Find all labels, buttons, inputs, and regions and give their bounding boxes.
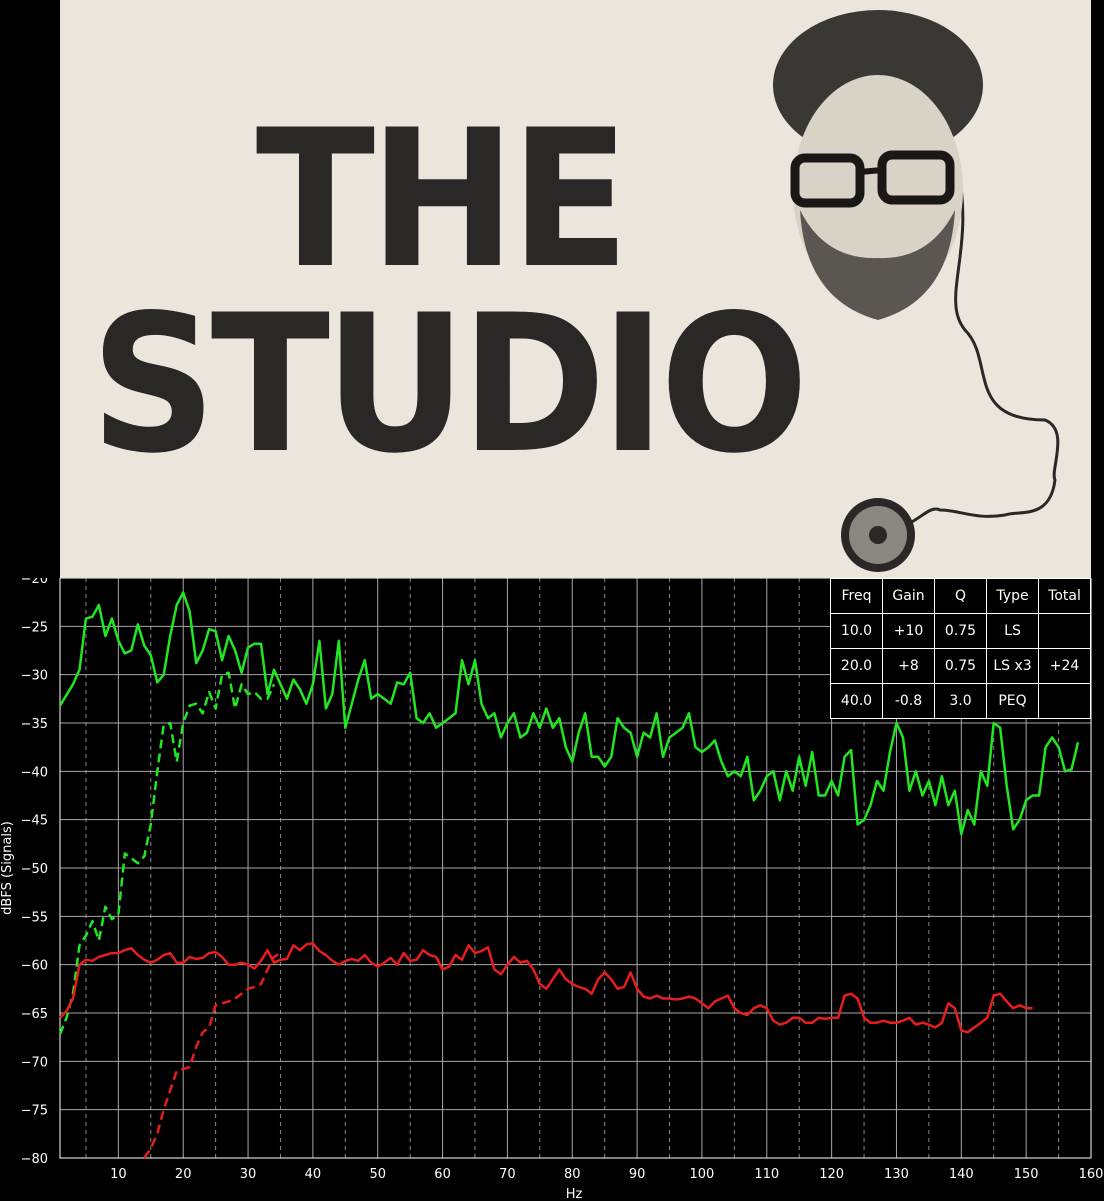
x-tick-label: 160 xyxy=(1079,1167,1104,1182)
cell-freq: 40.0 xyxy=(830,683,883,719)
x-tick-label: 120 xyxy=(819,1167,844,1182)
x-tick-label: 40 xyxy=(305,1167,322,1182)
y-tick-label: −25 xyxy=(21,620,48,635)
cell-gain: +8 xyxy=(882,648,935,684)
y-tick-label: −70 xyxy=(21,1055,48,1070)
x-tick-label: 80 xyxy=(564,1167,581,1182)
tick-labels: 10 20 30 40 50 60 70 80 90 100 110 120 130 140 150 160 −… xyxy=(21,578,1104,1182)
series-line-1 xyxy=(58,671,276,1035)
series-group xyxy=(58,591,1080,1159)
glasses-left-lens xyxy=(790,153,865,208)
portrait-illustration xyxy=(773,10,1060,572)
x-tick-label: 30 xyxy=(240,1167,257,1182)
header-gain: Gain xyxy=(882,578,935,614)
cable-line xyxy=(904,169,1060,527)
y-tick-label: −45 xyxy=(21,814,48,829)
table-row: 40.0 -0.8 3.0 PEQ xyxy=(830,683,1091,719)
y-tick-label: −35 xyxy=(21,717,48,732)
y-axis-label: dBFS (Signals) xyxy=(0,821,15,915)
series-line-3 xyxy=(143,952,282,1159)
x-tick-label: 130 xyxy=(884,1167,909,1182)
cell-q: 3.0 xyxy=(934,683,987,719)
eq-settings-table: Freq Gain Q Type Total 10.0 +10 0.75 LS … xyxy=(830,578,1091,719)
x-tick-label: 140 xyxy=(949,1167,974,1182)
beard-shape xyxy=(800,210,955,320)
x-tick-label: 150 xyxy=(1014,1167,1039,1182)
header-type: Type xyxy=(986,578,1039,614)
glasses-right-lens xyxy=(877,150,955,205)
header-total: Total xyxy=(1038,578,1091,614)
y-tick-label: −40 xyxy=(21,765,48,780)
cell-type: LS x3 xyxy=(986,648,1039,684)
cell-total: +24 xyxy=(1038,648,1091,684)
y-tick-label: −55 xyxy=(21,910,48,925)
x-tick-label: 10 xyxy=(110,1167,127,1182)
x-tick-label: 70 xyxy=(499,1167,516,1182)
table-row: 20.0 +8 0.75 LS x3 +24 xyxy=(830,648,1091,684)
x-tick-label: 50 xyxy=(369,1167,386,1182)
x-tick-label: 20 xyxy=(175,1167,192,1182)
glasses-bridge xyxy=(859,167,883,175)
table-header-row: Freq Gain Q Type Total xyxy=(830,578,1091,614)
y-tick-label: −80 xyxy=(21,1152,48,1167)
y-tick-label: −50 xyxy=(21,862,48,877)
x-tick-label: 60 xyxy=(434,1167,451,1182)
header-freq: Freq xyxy=(830,578,883,614)
poster-title-line1: THE xyxy=(255,89,630,310)
y-tick-label: −75 xyxy=(21,1104,48,1119)
x-tick-label: 110 xyxy=(754,1167,779,1182)
series-line-2 xyxy=(59,942,1033,1034)
cell-total xyxy=(1038,613,1091,649)
cell-gain: +10 xyxy=(882,613,935,649)
header-q: Q xyxy=(934,578,987,614)
table-row: 10.0 +10 0.75 LS xyxy=(830,613,1091,649)
plot-frame xyxy=(59,578,1092,1159)
cell-q: 0.75 xyxy=(934,613,987,649)
y-tick-label: −30 xyxy=(21,669,48,684)
y-tick-label: −65 xyxy=(21,1007,48,1022)
cell-gain: -0.8 xyxy=(882,683,935,719)
cell-q: 0.75 xyxy=(934,648,987,684)
series-line-0 xyxy=(58,591,1080,836)
poster-artwork: THE STUDIO xyxy=(60,0,1091,578)
x-tick-label: 90 xyxy=(629,1167,646,1182)
cell-freq: 10.0 xyxy=(830,613,883,649)
cell-type: LS xyxy=(986,613,1039,649)
y-tick-label: −60 xyxy=(21,959,48,974)
x-tick-label: 100 xyxy=(690,1167,715,1182)
poster-title-line2: STUDIO xyxy=(90,274,808,495)
x-axis-label: Hz xyxy=(566,1187,583,1201)
cell-total xyxy=(1038,683,1091,719)
cell-type: PEQ xyxy=(986,683,1039,719)
film-reel-hub xyxy=(869,526,887,544)
y-tick-label: −20 xyxy=(21,578,48,587)
frequency-response-chart: 10 20 30 40 50 60 70 80 90 100 110 120 130 140 150 160 −… xyxy=(0,578,1104,1201)
cell-freq: 20.0 xyxy=(830,648,883,684)
grid xyxy=(60,578,1092,1159)
